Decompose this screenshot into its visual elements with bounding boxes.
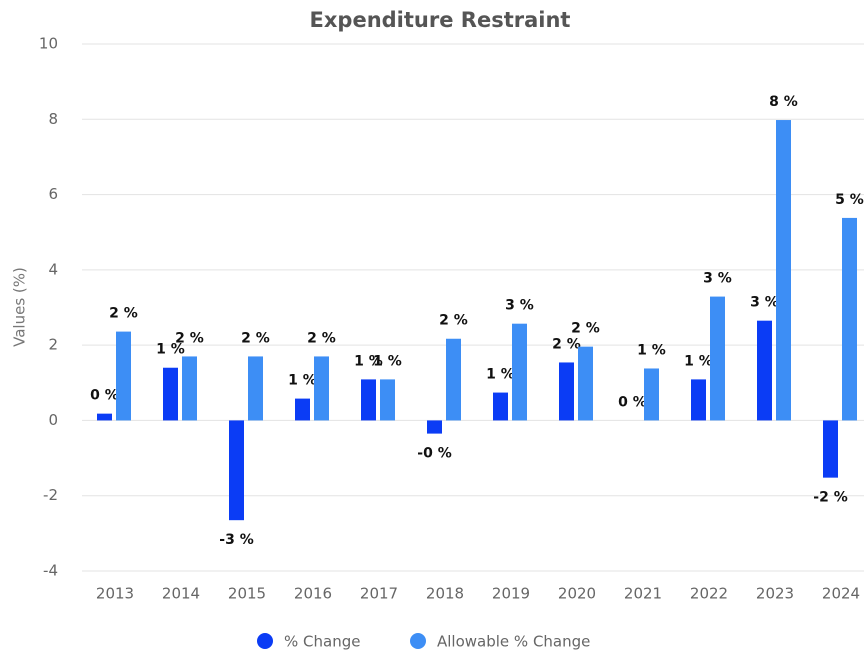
x-tick-label: 2022	[690, 585, 728, 603]
data-label: 1 %	[486, 367, 515, 383]
x-tick-label: 2016	[294, 585, 332, 603]
data-label: 1 %	[156, 342, 185, 358]
x-tick-label: 2017	[360, 585, 398, 603]
bar	[842, 217, 857, 421]
bar	[163, 367, 178, 421]
x-tick-label: 2020	[558, 585, 596, 603]
data-label: 8 %	[769, 94, 798, 110]
data-label: 3 %	[703, 271, 732, 287]
x-tick-label: 2013	[96, 585, 134, 603]
bar	[361, 379, 376, 421]
bar	[776, 120, 791, 421]
bar	[710, 296, 725, 421]
chart-title: Expenditure Restraint	[310, 8, 571, 32]
data-label: 2 %	[571, 321, 600, 337]
y-tick-label: 4	[48, 260, 58, 278]
data-label: 0 %	[90, 388, 119, 404]
x-tick-label: 2018	[426, 585, 464, 603]
y-tick-label: 0	[48, 411, 58, 429]
data-label: -3 %	[219, 532, 253, 548]
legend-label: Allowable % Change	[437, 633, 590, 651]
data-label: 2 %	[175, 330, 204, 346]
data-label: -0 %	[417, 446, 451, 462]
y-tick-label: 10	[39, 35, 58, 53]
y-tick-label: 2	[48, 336, 58, 354]
bar	[427, 420, 442, 434]
data-label: 1 %	[637, 342, 666, 358]
data-label: 3 %	[750, 295, 779, 311]
data-label: 2 %	[552, 336, 581, 352]
legend-marker	[410, 633, 426, 649]
data-label: 2 %	[241, 330, 270, 346]
x-tick-label: 2019	[492, 585, 530, 603]
bar	[97, 413, 112, 421]
bar	[757, 320, 772, 421]
y-tick-label: -2	[43, 486, 58, 504]
bar	[512, 323, 527, 421]
bar	[229, 420, 244, 521]
legend-marker	[257, 633, 273, 649]
data-label: 2 %	[307, 330, 336, 346]
data-label: 2 %	[109, 306, 138, 322]
bar	[295, 398, 310, 421]
bar	[691, 379, 706, 421]
x-tick-label: 2015	[228, 585, 266, 603]
data-label: 1 %	[288, 373, 317, 389]
legend-label: % Change	[284, 633, 360, 651]
data-label: 3 %	[505, 298, 534, 314]
data-label: 1 %	[684, 353, 713, 369]
bar	[314, 356, 329, 421]
data-label: 2 %	[439, 313, 468, 329]
bar	[248, 356, 263, 421]
x-tick-label: 2024	[822, 585, 860, 603]
data-label: 1 %	[354, 353, 383, 369]
data-label: 5 %	[835, 192, 864, 208]
bar	[578, 346, 593, 421]
data-label: -2 %	[813, 490, 847, 506]
data-label: 1 %	[373, 353, 402, 369]
x-tick-label: 2014	[162, 585, 200, 603]
bar	[380, 379, 395, 421]
bar	[493, 392, 508, 421]
bar	[182, 356, 197, 421]
y-tick-label: 6	[48, 185, 58, 203]
bar	[823, 420, 838, 478]
data-label: 0 %	[618, 394, 647, 410]
x-tick-label: 2021	[624, 585, 662, 603]
bar	[644, 368, 659, 421]
bar	[116, 331, 131, 421]
bar	[559, 362, 574, 421]
y-tick-label: 8	[48, 110, 58, 128]
y-tick-label: -4	[43, 562, 58, 580]
y-axis-label: Values (%)	[11, 267, 29, 347]
x-tick-label: 2023	[756, 585, 794, 603]
bar	[446, 338, 461, 421]
